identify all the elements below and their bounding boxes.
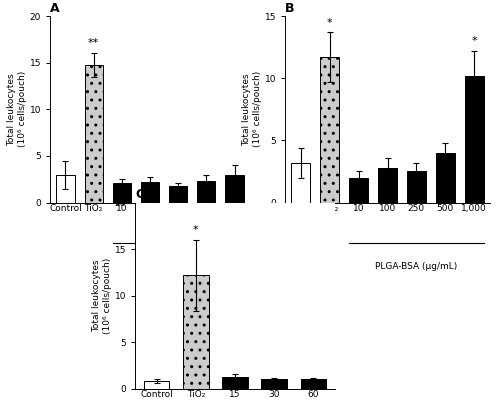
Bar bbox=[169, 186, 188, 202]
Text: B: B bbox=[285, 2, 294, 15]
Text: PLGA-BSA (μg/mL): PLGA-BSA (μg/mL) bbox=[375, 262, 458, 271]
Bar bbox=[320, 57, 339, 202]
Bar bbox=[349, 178, 368, 202]
Text: PLGA (μg/mL): PLGA (μg/mL) bbox=[148, 262, 209, 271]
Bar bbox=[378, 168, 397, 202]
Bar bbox=[407, 171, 426, 202]
Bar bbox=[292, 163, 310, 202]
Text: A: A bbox=[50, 2, 59, 15]
Y-axis label: Total leukocytes
(10⁶ cells/pouch): Total leukocytes (10⁶ cells/pouch) bbox=[6, 71, 26, 147]
Bar bbox=[112, 183, 131, 202]
Bar bbox=[56, 175, 74, 202]
Bar bbox=[464, 76, 483, 202]
Bar bbox=[262, 379, 287, 389]
Bar bbox=[197, 181, 216, 202]
Y-axis label: Total leukocytes
(10⁶ cells/pouch): Total leukocytes (10⁶ cells/pouch) bbox=[92, 258, 112, 334]
Bar bbox=[183, 275, 208, 389]
Bar bbox=[436, 153, 454, 202]
Text: C: C bbox=[135, 188, 144, 201]
Bar bbox=[226, 175, 244, 202]
Bar bbox=[222, 377, 248, 389]
Bar bbox=[144, 382, 170, 389]
Text: *: * bbox=[472, 36, 477, 46]
Bar bbox=[300, 379, 326, 389]
Y-axis label: Total leukocytes
(10⁶ cells/pouch): Total leukocytes (10⁶ cells/pouch) bbox=[242, 71, 262, 147]
Text: *: * bbox=[327, 18, 332, 28]
Text: **: ** bbox=[88, 38, 100, 48]
Bar bbox=[84, 65, 103, 202]
Text: *: * bbox=[193, 225, 198, 235]
Bar bbox=[141, 182, 159, 202]
